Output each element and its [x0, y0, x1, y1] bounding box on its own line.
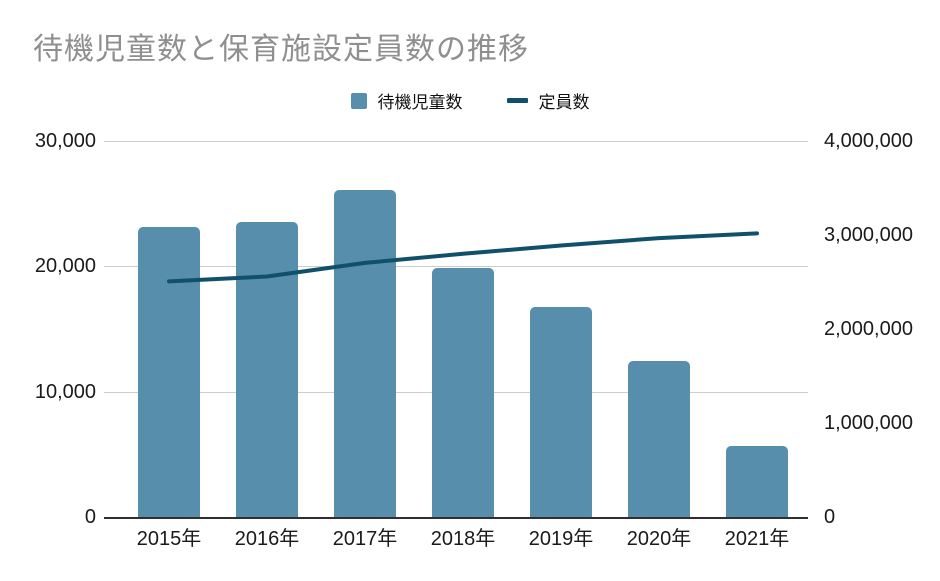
bar-2015年 [138, 226, 200, 517]
bar-2018年 [432, 267, 494, 517]
right-axis-tick-label: 1,000,000 [824, 412, 913, 434]
x-axis-label-2015年: 2015年 [136, 528, 202, 550]
bar-2020年 [628, 361, 690, 517]
right-axis-tick-label: 3,000,000 [824, 224, 913, 246]
line-series-swatch-icon [506, 98, 528, 103]
right-axis-tick-label: 0 [824, 506, 836, 528]
left-axis-tick-label: 0 [84, 506, 96, 528]
capacity-line-layer [167, 231, 759, 284]
gridline [104, 141, 808, 142]
legend-item-capacity: 定員数 [506, 88, 590, 113]
legend-item-waiting-children: 待機児童数 [350, 88, 463, 113]
left-axis-tick-label: 30,000 [34, 130, 96, 152]
left-axis-tick-label: 20,000 [34, 255, 96, 278]
right-axis-tick-label: 4,000,000 [824, 130, 913, 152]
x-axis-label-2017年: 2017年 [332, 528, 398, 550]
x-axis-label-2021年: 2021年 [724, 528, 790, 550]
bar-2016年 [236, 221, 298, 517]
bar-2019年 [530, 306, 592, 517]
bar-2021年 [726, 446, 788, 517]
legend-label-capacity: 定員数 [538, 93, 590, 112]
left-axis-tick-label: 10,000 [34, 380, 96, 403]
legend-label-waiting-children: 待機児童数 [377, 93, 463, 112]
chart-title: 待機児童数と保育施設定員数の推移 [33, 33, 529, 66]
x-axis-label-2019年: 2019年 [528, 528, 594, 550]
capacity-line [167, 231, 759, 284]
x-axis-label-2018年: 2018年 [430, 528, 496, 550]
x-axis-label-2016年: 2016年 [234, 528, 300, 550]
bar-2017年 [334, 190, 396, 517]
right-axis-tick-label: 2,000,000 [824, 318, 913, 340]
gridline [104, 266, 808, 268]
legend: 待機児童数 定員数 [0, 88, 940, 113]
bar-series-swatch-icon [350, 92, 367, 109]
x-axis-label-2020年: 2020年 [626, 528, 692, 550]
plot-area [104, 141, 808, 519]
